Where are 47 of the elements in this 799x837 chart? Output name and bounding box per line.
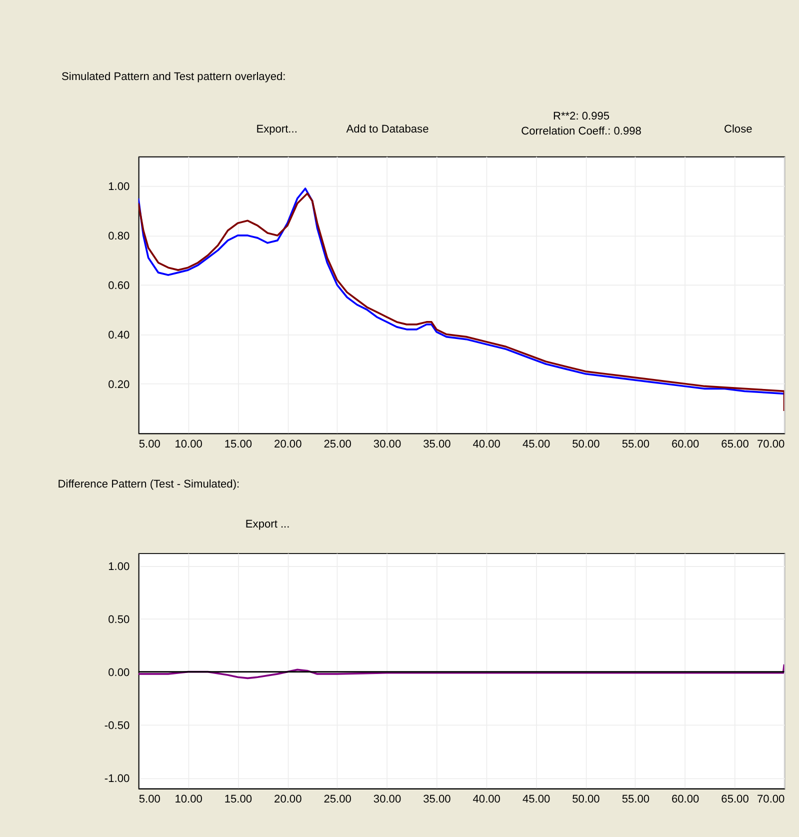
x-tick-label: 50.00 xyxy=(572,794,600,806)
x-tick-label: 10.00 xyxy=(174,794,202,806)
x-tick-label: 55.00 xyxy=(622,438,650,450)
y-tick-label: 0.00 xyxy=(108,666,130,679)
x-tick-label: 45.00 xyxy=(522,794,550,806)
x-tick-label: 20.00 xyxy=(274,438,302,450)
x-tick-label: 5.00 xyxy=(138,438,160,450)
text: Export ... xyxy=(245,518,290,530)
x-tick-label: 20.00 xyxy=(274,794,302,806)
y-tick-label: 1.00 xyxy=(108,561,130,573)
x-tick-label: 30.00 xyxy=(373,438,402,450)
x-tick-label: 40.00 xyxy=(472,794,500,806)
x-tick-label: 25.00 xyxy=(324,794,352,806)
x-tick-label: 10.00 xyxy=(174,438,202,450)
x-tick-label: 35.00 xyxy=(423,794,451,806)
y-tick-label: -1.00 xyxy=(104,772,130,785)
x-tick-label: 60.00 xyxy=(671,794,700,806)
x-tick-label: 5.00 xyxy=(138,794,160,806)
text: Close xyxy=(724,123,752,136)
text: Add to Database xyxy=(346,123,429,136)
x-tick-label: 15.00 xyxy=(224,438,252,450)
y-tick-label: 0.50 xyxy=(108,614,130,626)
x-tick-label: 45.00 xyxy=(522,438,550,450)
y-tick-label: 1.00 xyxy=(108,181,130,194)
chart-title: Difference Pattern (Test - Simulated): xyxy=(58,478,240,491)
x-tick-label: 55.00 xyxy=(622,794,650,806)
x-tick-label: 70.00 xyxy=(757,794,785,806)
x-tick-label: 30.00 xyxy=(373,794,402,806)
line-series xyxy=(138,663,784,680)
x-tick-label: 70.00 xyxy=(757,438,785,450)
x-tick-label: 50.00 xyxy=(572,438,600,450)
text: R**2: 0.995 xyxy=(552,110,610,122)
y-tick-label: 0.20 xyxy=(108,378,130,391)
y-tick-label: -0.50 xyxy=(104,720,130,732)
y-tick-label: 0.80 xyxy=(108,230,130,243)
text: Correlation Coeff.: 0.998 xyxy=(521,125,642,138)
text: Export... xyxy=(256,123,298,136)
x-tick-label: 65.00 xyxy=(721,438,749,450)
x-tick-label: 40.00 xyxy=(472,438,500,450)
chart-title: Simulated Pattern and Test pattern overlayed: xyxy=(61,70,286,83)
y-tick-label: 0.40 xyxy=(108,329,130,342)
x-tick-label: 35.00 xyxy=(423,438,451,450)
x-tick-label: 15.00 xyxy=(224,794,252,806)
y-tick-label: 0.60 xyxy=(108,280,130,292)
x-tick-label: 60.00 xyxy=(671,438,700,450)
x-tick-label: 65.00 xyxy=(721,794,749,806)
x-tick-label: 25.00 xyxy=(324,438,352,450)
